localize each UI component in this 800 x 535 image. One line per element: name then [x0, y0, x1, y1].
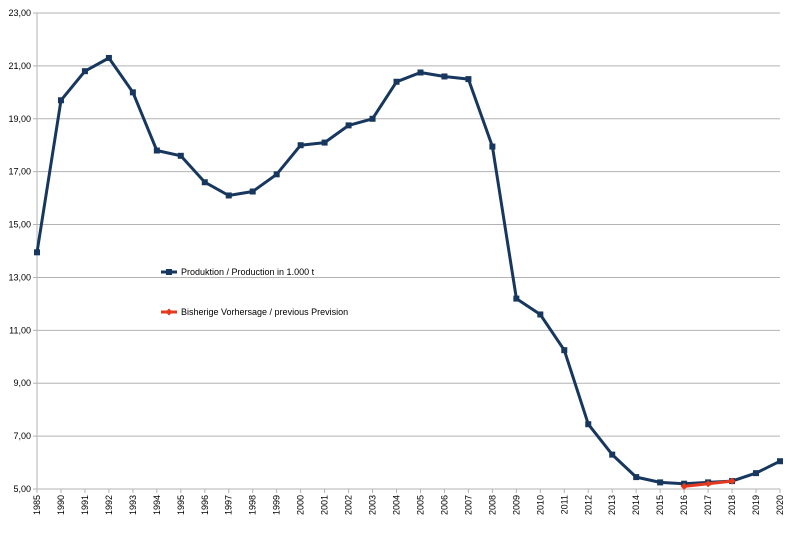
x-tick-label: 1992	[104, 495, 114, 515]
data-point	[297, 142, 304, 149]
x-tick-label: 2002	[344, 495, 354, 515]
x-tick-label: 2012	[583, 495, 593, 515]
x-tick-label: 1994	[152, 495, 162, 515]
data-point	[753, 470, 760, 477]
data-point	[777, 458, 783, 465]
x-tick-label: 2001	[320, 495, 330, 515]
legend-item-1: Produktion / Production in 1.000 t	[161, 267, 315, 277]
x-tick-label: 2013	[607, 495, 617, 515]
y-tick-label: 11,00	[9, 325, 31, 335]
data-point	[153, 147, 160, 154]
x-tick-label: 2005	[415, 495, 425, 515]
x-tick-label: 1991	[80, 495, 90, 515]
data-point	[81, 68, 88, 75]
data-point	[34, 249, 40, 256]
data-point	[105, 54, 112, 61]
x-tick-label: 2006	[439, 495, 449, 515]
x-tick-label: 1996	[200, 495, 210, 515]
series-2	[680, 477, 736, 490]
x-tick-label: 2015	[655, 495, 665, 515]
x-tick-label: 2017	[703, 495, 713, 515]
y-tick-label: 15,00	[8, 220, 31, 230]
data-point	[393, 78, 400, 85]
data-point	[489, 143, 496, 150]
data-point	[561, 347, 568, 354]
x-tick-label: 2008	[487, 495, 497, 515]
y-tick-label: 9,00	[13, 378, 31, 388]
series-1	[34, 54, 783, 487]
x-tick-label: 2019	[751, 495, 761, 515]
x-tick-label: 2010	[535, 495, 545, 515]
x-tick-label: 2018	[727, 495, 737, 515]
x-tick-label: 2003	[368, 495, 378, 515]
legend-swatch-marker	[165, 308, 173, 316]
data-point	[249, 188, 256, 195]
x-axis: 1985 1990 1991 1992 1993 1994 1995 1996 1997 1998…	[32, 488, 785, 515]
data-point	[585, 421, 592, 428]
x-tick-label: 1995	[176, 495, 186, 515]
data-point	[537, 311, 544, 318]
legend-label: Bisherige Vorhersage / previous Previsio…	[181, 307, 348, 317]
y-tick-label: 13,00	[8, 272, 31, 282]
x-tick-label: 1985	[32, 495, 42, 515]
data-point	[633, 474, 640, 481]
data-point	[441, 73, 448, 80]
x-tick-label: 2020	[775, 495, 785, 515]
data-point	[657, 479, 664, 486]
data-point	[465, 76, 472, 83]
x-tick-label: 1999	[272, 495, 282, 515]
data-point	[680, 482, 688, 490]
data-point	[129, 89, 136, 96]
series-line	[35, 56, 781, 486]
x-tick-label: 1998	[248, 495, 258, 515]
data-point	[273, 171, 280, 178]
x-tick-label: 1993	[128, 495, 138, 515]
x-tick-label: 2016	[679, 495, 689, 515]
y-tick-label: 17,00	[8, 167, 31, 177]
x-tick-label: 2009	[511, 495, 521, 515]
data-point	[704, 480, 712, 488]
legend: Produktion / Production in 1.000 t Bisher…	[161, 267, 348, 317]
data-point	[225, 192, 232, 199]
x-tick-label: 2000	[296, 495, 306, 515]
data-point	[609, 451, 616, 458]
data-point	[57, 97, 64, 104]
data-point	[321, 139, 328, 146]
y-tick-label: 21,00	[8, 61, 31, 71]
x-tick-label: 1990	[56, 495, 66, 515]
y-tick-label: 19,00	[8, 114, 31, 124]
data-point	[728, 477, 736, 485]
legend-swatch-marker	[166, 269, 172, 275]
gridlines	[37, 12, 780, 490]
series-layer	[34, 54, 783, 490]
data-point	[417, 69, 424, 76]
y-tick-label: 7,00	[13, 431, 31, 441]
x-tick-label: 1997	[224, 495, 234, 515]
legend-label: Produktion / Production in 1.000 t	[181, 267, 315, 277]
x-tick-label: 2014	[631, 495, 641, 515]
y-tick-label: 5,00	[13, 484, 31, 494]
x-tick-label: 2007	[463, 495, 473, 515]
data-point	[201, 179, 208, 186]
data-point	[369, 115, 376, 122]
y-tick-label: 23,00	[8, 8, 31, 18]
x-tick-label: 2004	[392, 495, 402, 515]
data-point	[345, 122, 352, 129]
data-point	[177, 152, 184, 159]
data-point	[513, 295, 520, 302]
x-tick-label: 2011	[559, 495, 569, 514]
legend-item-2: Bisherige Vorhersage / previous Previsio…	[161, 307, 348, 317]
